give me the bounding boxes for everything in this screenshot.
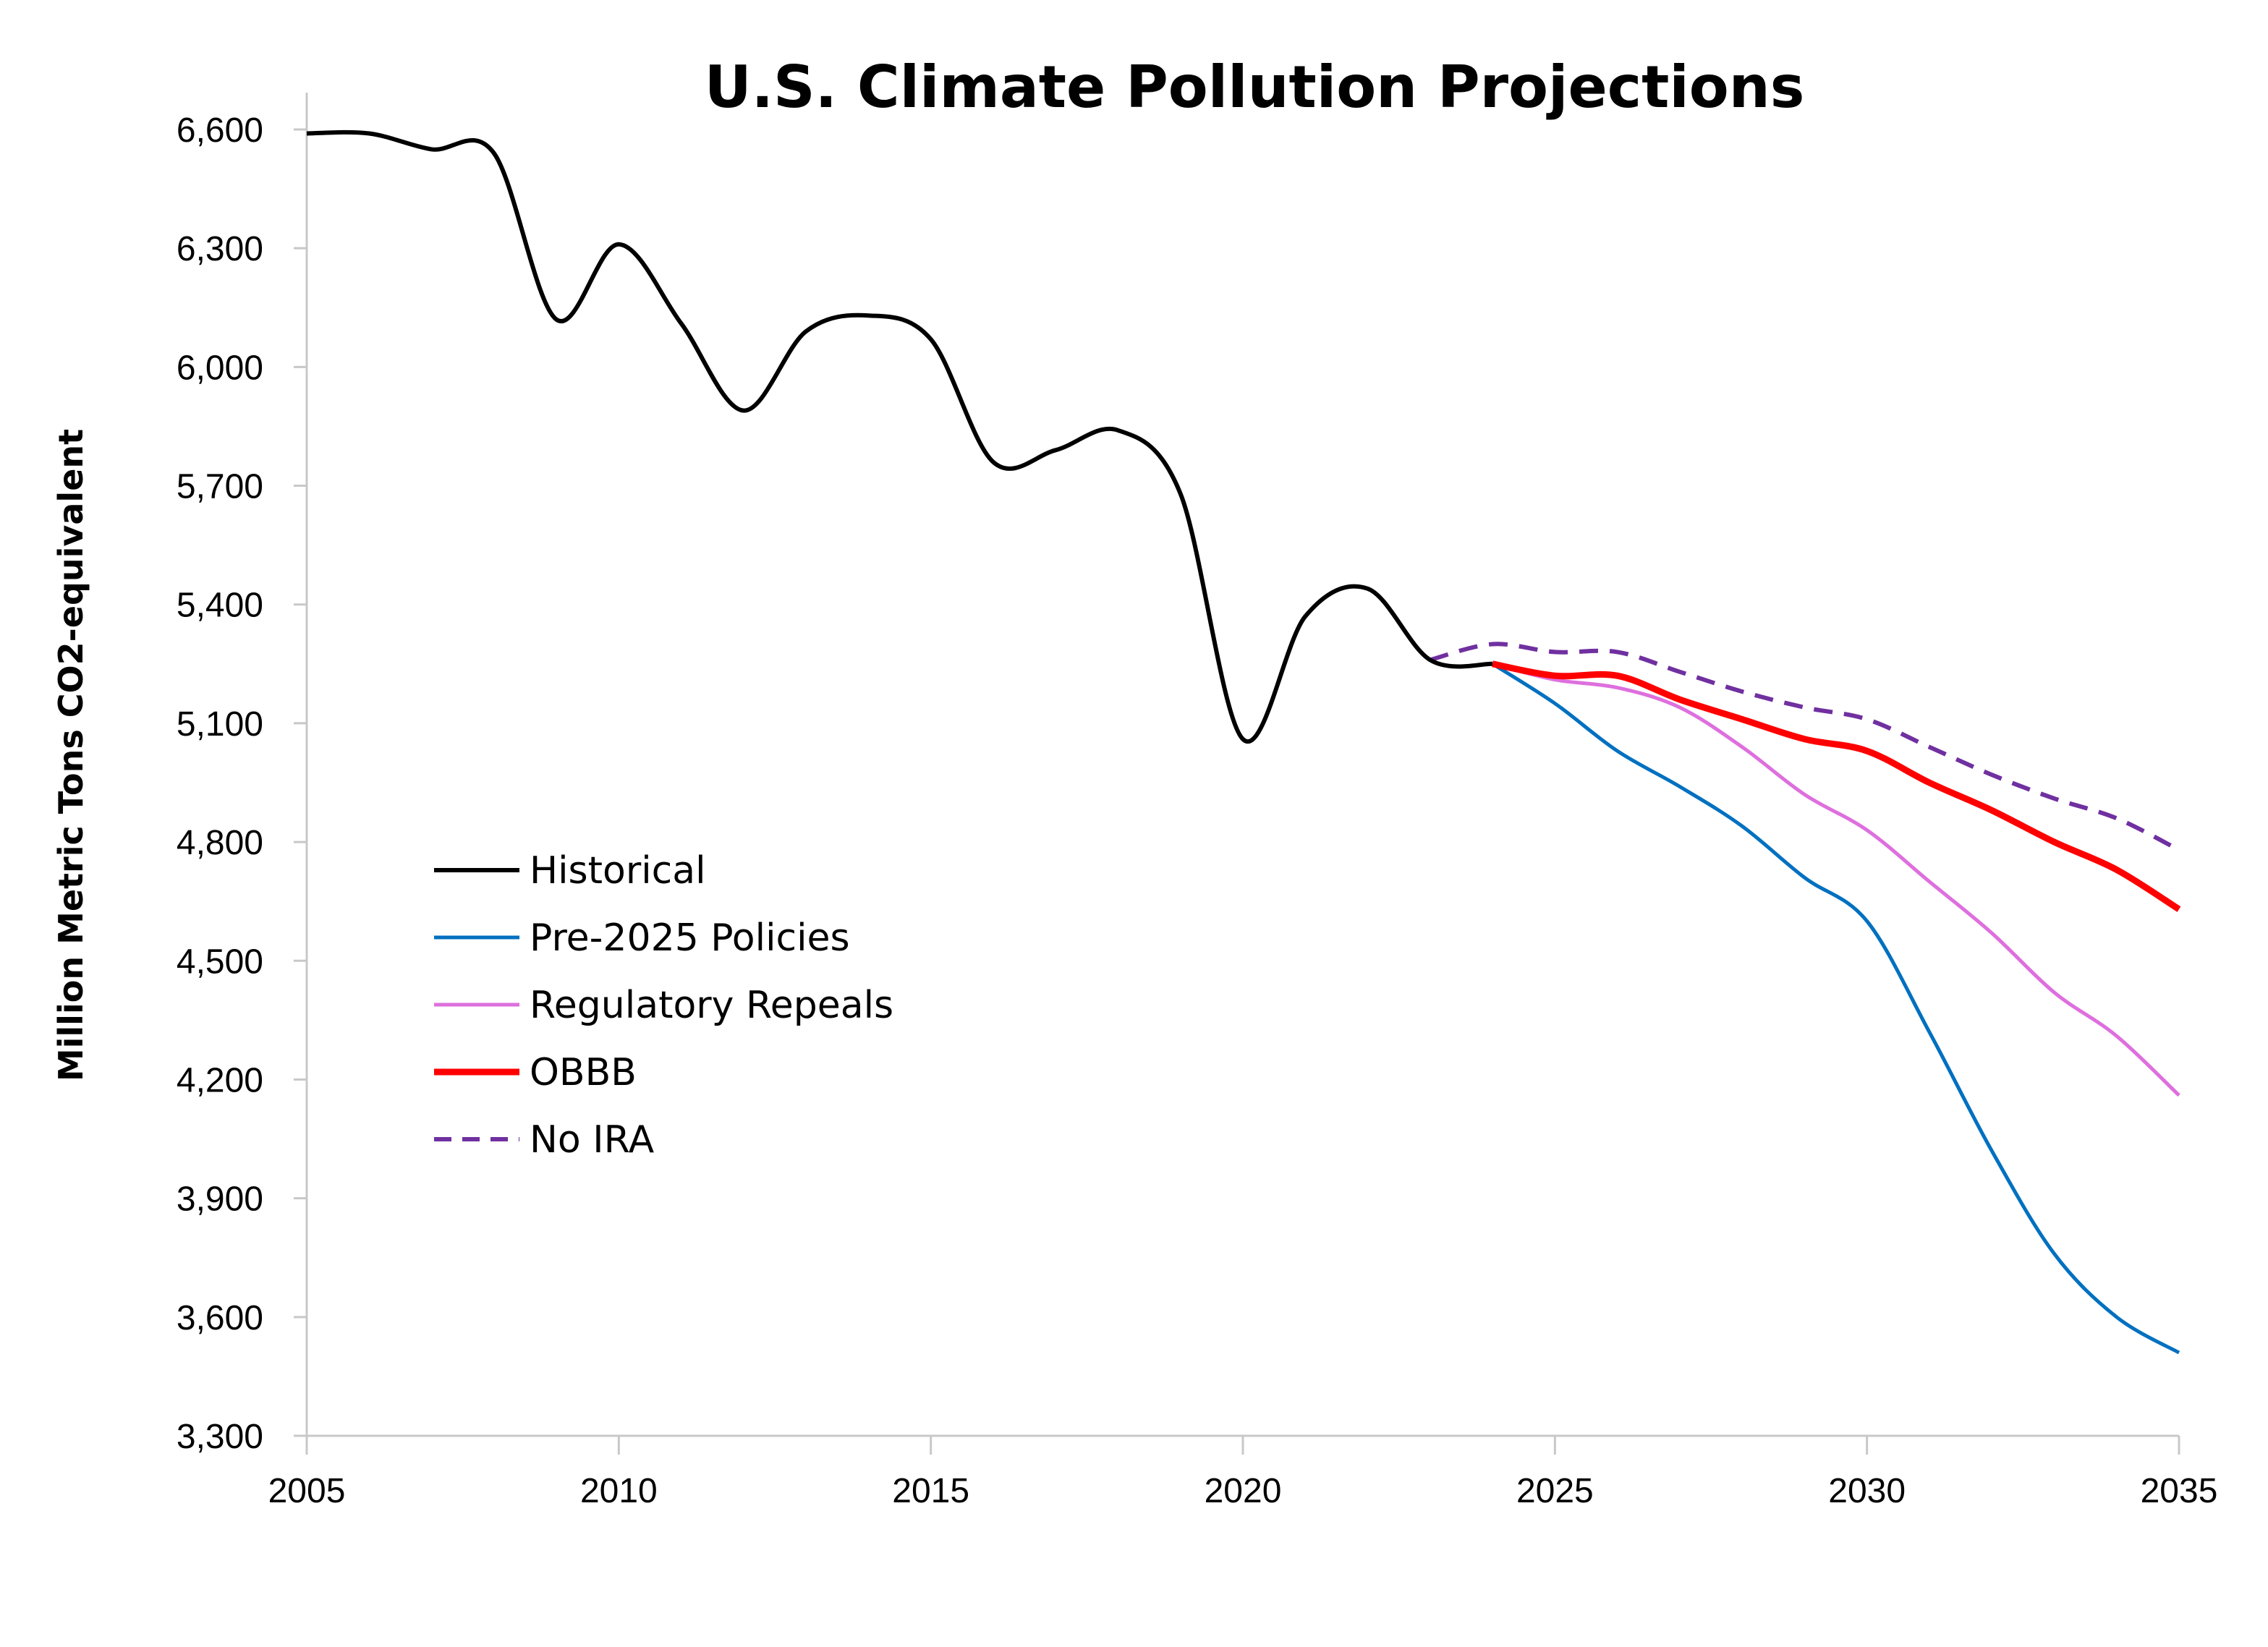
chart-title: U.S. Climate Pollution Projections bbox=[705, 54, 1805, 121]
y-tick-label: 5,400 bbox=[177, 587, 263, 625]
y-axis-label: Million Metric Tons CO2-equivalent bbox=[51, 429, 90, 1081]
x-tick-label: 2005 bbox=[268, 1472, 346, 1510]
y-tick-label: 3,300 bbox=[177, 1418, 263, 1456]
series-line-pre-2025-policies bbox=[1491, 662, 2180, 1355]
series-layer bbox=[306, 129, 2181, 1355]
series-line-obbb bbox=[1492, 660, 2181, 912]
x-tick-label: 2035 bbox=[2141, 1472, 2218, 1510]
y-tick-label: 3,600 bbox=[177, 1299, 263, 1337]
legend-label-regulatory-repeals: Regulatory Repeals bbox=[530, 984, 893, 1027]
legend-label-no-ira: No IRA bbox=[530, 1118, 655, 1162]
axis-ticks: 2005 2010 2015 2020 2025 2030 2035 3,300 3,600 3,… bbox=[177, 111, 2218, 1510]
x-tick-label: 2025 bbox=[1516, 1472, 1594, 1510]
x-tick-label: 2015 bbox=[892, 1472, 969, 1510]
y-tick-label: 3,900 bbox=[177, 1180, 263, 1219]
series-line-historical bbox=[306, 129, 1493, 744]
y-tick-label: 6,000 bbox=[177, 349, 263, 387]
legend-label-pre-2025-policies: Pre-2025 Policies bbox=[530, 916, 850, 960]
legend-label-historical: Historical bbox=[530, 849, 706, 893]
x-tick-label: 2010 bbox=[580, 1472, 658, 1510]
legend: Historical Pre-2025 Policies Regulatory Re… bbox=[434, 849, 893, 1162]
y-tick-label: 4,500 bbox=[177, 942, 263, 981]
x-tick-label: 2020 bbox=[1205, 1472, 1282, 1510]
y-tick-label: 6,300 bbox=[177, 230, 263, 268]
y-tick-label: 5,100 bbox=[177, 705, 263, 744]
series-line-no-ira bbox=[1430, 642, 2180, 852]
legend-label-obbb: OBBB bbox=[530, 1051, 637, 1094]
y-tick-label: 6,600 bbox=[177, 111, 263, 150]
x-tick-label: 2030 bbox=[1828, 1472, 1906, 1510]
y-tick-label: 5,700 bbox=[177, 468, 263, 506]
y-tick-label: 4,200 bbox=[177, 1061, 263, 1099]
series-line-regulatory-repeals bbox=[1492, 662, 2180, 1097]
y-tick-label: 4,800 bbox=[177, 824, 263, 862]
